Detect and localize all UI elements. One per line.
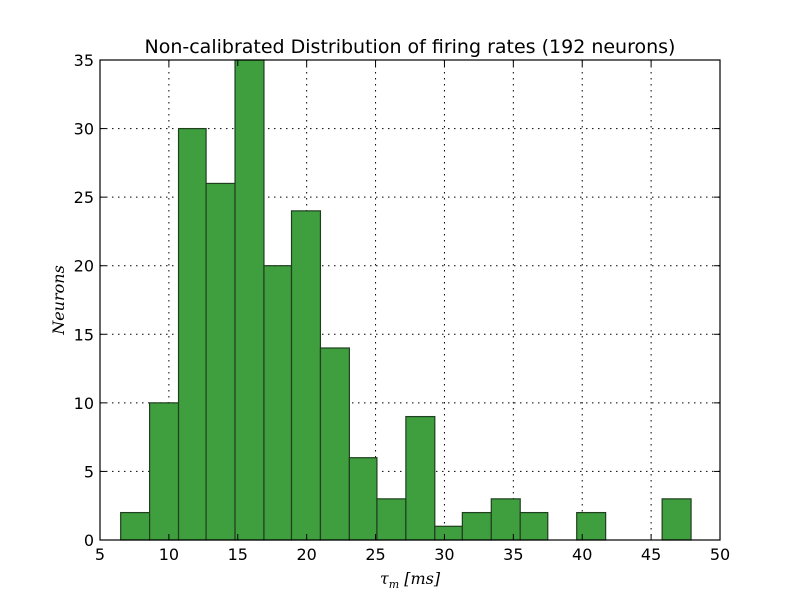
histogram-bar-15 — [519, 511, 549, 541]
histogram-bar-1 — [120, 511, 151, 541]
x-tick-label-10: 10 — [159, 545, 179, 564]
y-tick-label-15: 15 — [74, 325, 94, 344]
histogram-bar-14 — [490, 498, 521, 541]
histogram-bar-6 — [263, 265, 293, 541]
y-tick-label-25: 25 — [74, 188, 94, 207]
histogram-bar-20 — [661, 498, 692, 541]
x-tick-label-35: 35 — [503, 545, 523, 564]
plot-frame — [99, 59, 721, 541]
x-tick-label-40: 40 — [572, 545, 592, 564]
histogram-bar-10 — [376, 498, 407, 541]
histogram-bar-13 — [461, 511, 492, 541]
histogram-bar-9 — [348, 457, 378, 541]
y-tick-label-10: 10 — [74, 394, 94, 413]
x-tick-label-25: 25 — [365, 545, 385, 564]
y-tick-label-30: 30 — [74, 120, 94, 139]
x-axis-label-main: τ — [380, 569, 390, 588]
y-tick-label-35: 35 — [74, 51, 94, 70]
x-axis-label: τm [ms] — [380, 569, 441, 591]
y-axis-label: Neurons — [49, 265, 68, 336]
x-tick-label-5: 5 — [95, 545, 105, 564]
histogram-bar-3 — [177, 127, 207, 541]
histogram-bar-17 — [576, 511, 607, 541]
x-tick-label-45: 45 — [641, 545, 661, 564]
histogram-bar-11 — [405, 415, 436, 541]
histogram-bar-7 — [290, 210, 322, 541]
histogram-bar-12 — [434, 525, 463, 541]
y-tick-label-20: 20 — [74, 257, 94, 276]
histogram-bar-2 — [149, 402, 180, 541]
x-axis-label-unit: [ms] — [399, 569, 441, 588]
histogram-bar-4 — [205, 182, 236, 541]
histogram-bar-5 — [234, 59, 265, 541]
x-tick-label-20: 20 — [296, 545, 316, 564]
x-axis-label-subscript: m — [389, 578, 399, 591]
x-tick-label-30: 30 — [434, 545, 454, 564]
y-tick-label-5: 5 — [84, 462, 94, 481]
chart-title: Non-calibrated Distribution of firing ra… — [145, 36, 676, 58]
y-tick-label-0: 0 — [84, 531, 94, 550]
x-tick-label-50: 50 — [710, 545, 730, 564]
bars — [120, 59, 692, 541]
x-tick-label-15: 15 — [228, 545, 248, 564]
histogram-bar-8 — [319, 347, 350, 541]
